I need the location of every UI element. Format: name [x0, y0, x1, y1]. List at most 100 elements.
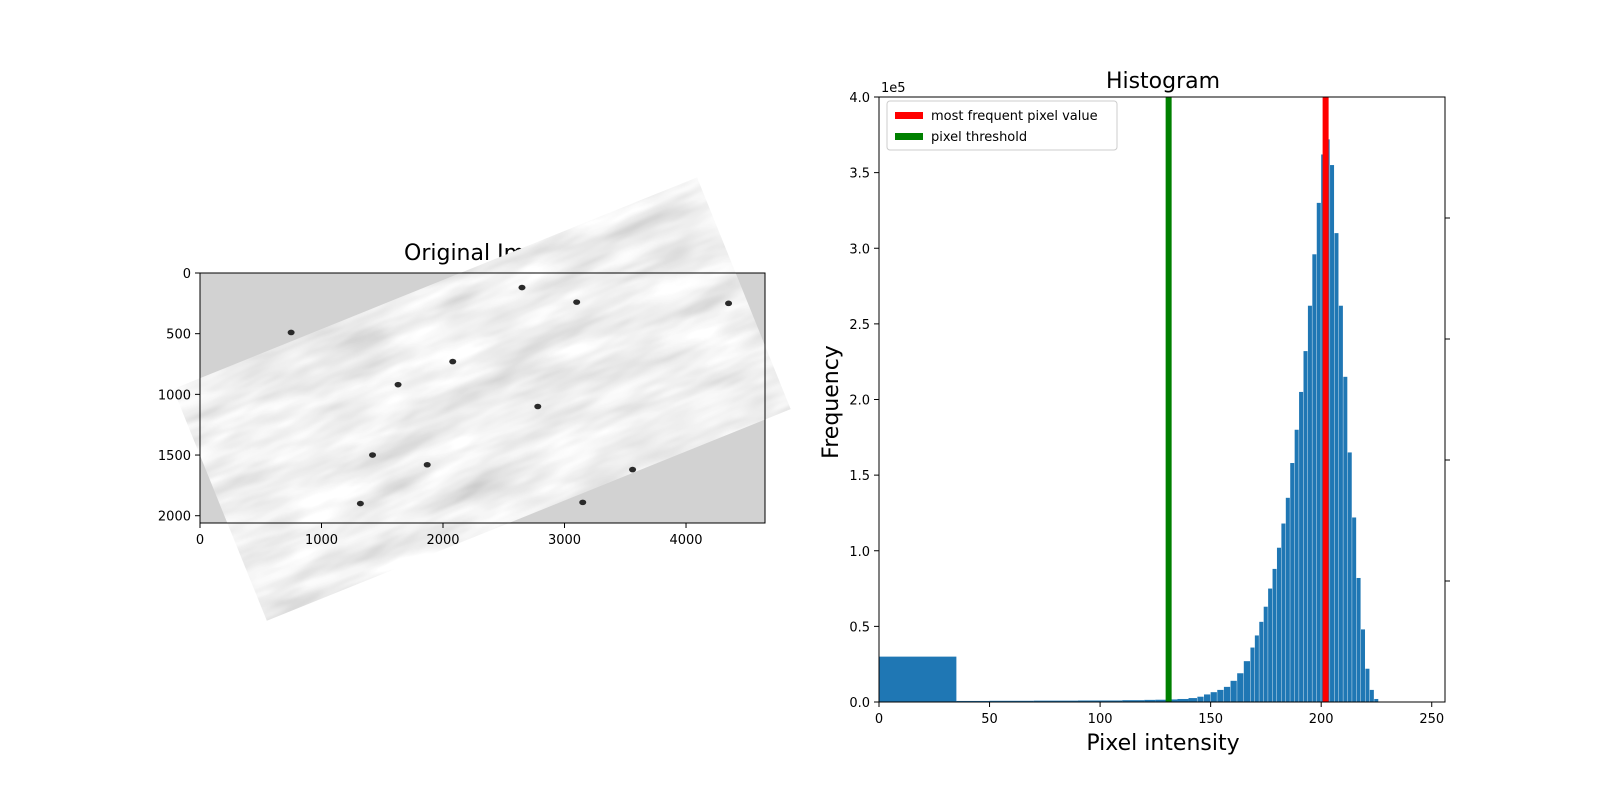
histogram-bar — [1166, 699, 1178, 702]
histogram-bar — [1217, 689, 1224, 702]
histogram-title: Histogram — [1106, 69, 1220, 94]
image-dark-spot — [369, 452, 377, 458]
histogram-bar — [1077, 700, 1123, 702]
histogram-bar — [1347, 452, 1352, 702]
histogram-bar — [1330, 165, 1335, 702]
image-y-tick-label: 1500 — [158, 449, 191, 464]
histogram-bar — [1237, 673, 1244, 702]
image-x-ticks: 0 1000 2000 3000 4000 — [196, 523, 703, 548]
histogram-bar — [1272, 568, 1277, 702]
histogram-bar — [1281, 523, 1286, 702]
image-x-tick-label: 3000 — [548, 533, 581, 548]
histogram-y-tick-label: 3.5 — [849, 167, 870, 182]
histogram-bar — [1243, 661, 1251, 702]
histogram-bar — [1285, 497, 1290, 702]
image-dark-spot — [449, 358, 457, 365]
histogram-bars — [879, 139, 1379, 703]
histogram-bar — [1352, 517, 1357, 702]
image-x-tick-label: 2000 — [426, 533, 459, 548]
histogram-bar — [1356, 577, 1361, 702]
histogram-y-tick-label: 2.5 — [849, 318, 870, 333]
legend-label-most-frequent: most frequent pixel value — [931, 109, 1098, 124]
histogram-y-tick-label: 3.0 — [849, 242, 870, 257]
histogram-bar — [1334, 233, 1339, 702]
histogram-bar — [1365, 668, 1370, 702]
histogram-bar — [1303, 351, 1308, 702]
histogram-bar — [1210, 692, 1217, 702]
image-dark-spots — [287, 284, 733, 507]
histogram-bar — [1369, 689, 1374, 702]
histogram-bar — [1250, 647, 1255, 702]
histogram-bar — [879, 656, 957, 702]
histogram-x-tick-label: 200 — [1309, 712, 1334, 727]
image-y-tick-label: 500 — [166, 328, 191, 343]
histogram-bar — [1290, 463, 1295, 702]
histogram-bar — [1144, 699, 1156, 702]
image-x-tick-label: 1000 — [305, 533, 338, 548]
legend-label-threshold: pixel threshold — [931, 130, 1027, 145]
legend: most frequent pixel value pixel threshol… — [886, 100, 1118, 151]
image-dark-spot — [518, 284, 526, 291]
histogram-bar — [1276, 547, 1281, 702]
legend-swatch-threshold — [895, 133, 923, 140]
image-dark-spot — [287, 329, 295, 336]
histogram-bar — [1254, 635, 1259, 702]
original-image-texture — [173, 177, 791, 621]
image-dark-spot — [629, 466, 637, 473]
image-x-tick-label: 0 — [196, 533, 204, 548]
histogram-bar — [1268, 588, 1273, 702]
image-dark-spot — [394, 381, 402, 388]
histogram-bar — [1299, 391, 1304, 702]
histogram-bar — [1230, 680, 1237, 702]
histogram-x-tick-label: 100 — [1088, 712, 1113, 727]
histogram-bar — [1312, 254, 1317, 703]
histogram-bar — [1188, 698, 1197, 702]
histogram-y-ticks: 0.0 0.5 1.0 1.5 2.0 2.5 3.0 3.5 4.0 — [849, 91, 879, 711]
histogram-bar — [1307, 305, 1312, 702]
histogram-x-ticks: 0 50 100 150 200 250 — [875, 702, 1444, 727]
histogram-y-tick-label: 1.0 — [849, 545, 870, 560]
histogram-bar — [1177, 698, 1189, 702]
histogram-bar — [1294, 429, 1299, 702]
image-y-tick-label: 1000 — [158, 388, 191, 403]
image-dark-spot — [423, 461, 431, 468]
histogram-bar — [1338, 305, 1343, 702]
image-y-tick-label: 2000 — [158, 510, 191, 525]
histogram-y-tick-label: 0.5 — [849, 620, 870, 635]
image-dark-spot — [356, 500, 364, 507]
histogram-bar — [1263, 606, 1268, 702]
image-dark-spot — [534, 403, 542, 410]
image-dark-spot — [573, 299, 581, 305]
image-dark-spot — [725, 300, 733, 307]
histogram-y-tick-label: 0.0 — [849, 696, 870, 711]
histogram-bar — [1343, 376, 1348, 702]
original-image-panel: 0 1000 2000 3000 4000 0 500 1000 1500 2000 — [158, 177, 791, 621]
image-dark-spot — [579, 499, 587, 506]
image-frame — [199, 272, 766, 524]
histogram-y-tick-label: 1.5 — [849, 469, 870, 484]
histogram-y-tick-label: 2.0 — [849, 394, 870, 409]
legend-box — [886, 100, 1118, 151]
legend-swatch-most-frequent — [895, 112, 923, 119]
histogram-bar — [956, 700, 990, 702]
histogram-y-tick-label: 4.0 — [849, 91, 870, 106]
histogram-bar — [1122, 700, 1145, 702]
histogram-x-tick-label: 250 — [1419, 712, 1444, 727]
histogram-bar — [1360, 629, 1366, 702]
histogram-bar — [1197, 696, 1204, 702]
histogram-bar — [1259, 621, 1264, 702]
histogram-vlines — [1165, 97, 1329, 702]
image-y-ticks: 0 500 1000 1500 2000 — [158, 267, 200, 525]
y-axis-label: Frequency — [819, 345, 844, 459]
histogram-bar — [989, 700, 1034, 702]
image-x-tick-label: 4000 — [669, 533, 702, 548]
histogram-bar — [1374, 698, 1379, 702]
y-scale-label: 1e5 — [881, 81, 906, 96]
histogram-x-tick-label: 50 — [981, 712, 998, 727]
histogram-bar — [1223, 686, 1231, 702]
histogram-bar — [1204, 694, 1211, 702]
histogram-bar — [1155, 699, 1167, 702]
x-axis-label: Pixel intensity — [1086, 731, 1239, 756]
image-y-tick-label: 0 — [183, 267, 191, 282]
